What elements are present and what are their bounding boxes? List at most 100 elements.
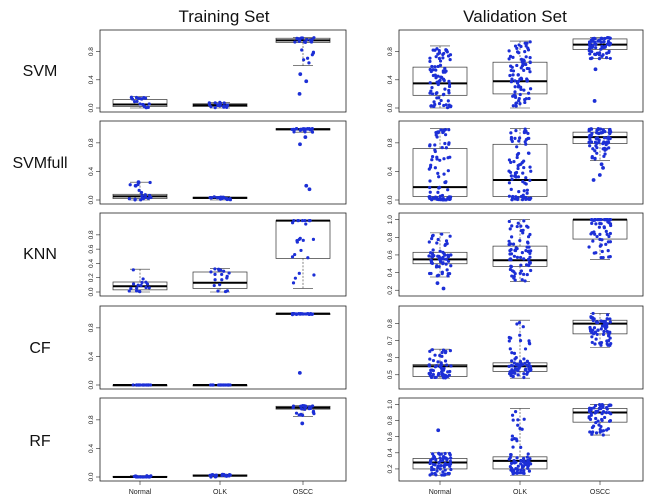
point-normal	[429, 259, 434, 263]
point-olk	[524, 263, 529, 267]
point-oscc	[308, 218, 312, 223]
point-olk	[526, 370, 530, 374]
point-olk	[515, 197, 520, 202]
point-olk	[525, 461, 529, 465]
y-tick-label: 0.4	[88, 167, 95, 176]
point-olk	[529, 169, 533, 173]
point-oscc	[310, 53, 314, 57]
point-normal	[449, 264, 453, 268]
point-normal	[440, 145, 444, 150]
point-normal	[448, 82, 452, 86]
point-normal	[429, 271, 433, 276]
y-tick-label: 0.7	[387, 336, 394, 345]
x-tick-label-olk-validation: OLK	[513, 489, 527, 496]
point-olk	[522, 165, 526, 170]
point-olk	[225, 289, 230, 293]
point-olk	[208, 196, 212, 200]
point-normal	[440, 232, 444, 236]
point-normal	[447, 142, 451, 146]
point-normal	[431, 48, 435, 52]
point-olk	[517, 99, 521, 103]
point-oscc	[294, 312, 298, 316]
point-olk	[508, 73, 512, 78]
point-oscc	[291, 404, 296, 408]
point-normal	[431, 104, 435, 108]
point-oscc	[311, 409, 316, 413]
point-normal	[430, 158, 434, 162]
point-olk	[526, 452, 530, 456]
point-olk	[508, 170, 513, 175]
point-normal	[437, 79, 441, 84]
point-normal	[441, 348, 446, 352]
point-normal	[433, 195, 438, 199]
point-olk	[213, 272, 217, 276]
point-normal	[442, 172, 446, 176]
point-oscc	[295, 240, 299, 244]
point-olk	[509, 264, 514, 269]
point-oscc	[609, 412, 613, 416]
point-normal	[444, 180, 448, 184]
y-tick-label: 0.8	[88, 415, 95, 424]
point-oscc	[590, 221, 594, 225]
point-normal	[447, 128, 451, 132]
outlier-point-oscc	[591, 178, 596, 182]
point-normal	[443, 133, 448, 137]
point-oscc	[601, 255, 605, 260]
point-normal	[428, 458, 433, 463]
point-oscc	[303, 218, 307, 223]
point-olk	[510, 224, 514, 228]
point-normal	[435, 469, 439, 473]
point-oscc	[601, 410, 606, 414]
point-normal	[129, 95, 134, 100]
point-olk	[517, 320, 522, 325]
point-olk	[216, 103, 220, 107]
point-olk	[513, 90, 517, 94]
outlier-point-oscc	[304, 183, 309, 188]
outlier-point-normal	[136, 180, 141, 185]
point-normal	[430, 236, 434, 241]
point-olk	[524, 55, 528, 59]
point-olk	[519, 224, 523, 228]
point-normal	[438, 63, 443, 67]
point-normal	[430, 154, 435, 159]
y-tick-label: 0.0	[88, 195, 95, 204]
point-olk	[511, 242, 516, 246]
point-olk	[510, 235, 514, 239]
y-tick-label: 0.4	[88, 352, 95, 361]
point-normal	[146, 105, 150, 109]
y-tick-label: 0.0	[88, 472, 95, 481]
point-oscc	[603, 320, 607, 324]
point-oscc	[608, 218, 613, 222]
point-olk	[519, 269, 524, 273]
point-normal	[444, 349, 448, 354]
point-olk	[225, 276, 229, 280]
point-olk	[528, 165, 532, 169]
point-normal	[446, 253, 450, 257]
point-olk	[525, 359, 530, 363]
point-olk	[528, 70, 532, 74]
point-normal	[438, 59, 443, 63]
y-tick-label: 0.4	[387, 167, 394, 176]
point-olk	[513, 272, 517, 276]
point-olk	[524, 44, 528, 48]
point-normal	[445, 242, 449, 246]
point-oscc	[594, 46, 598, 50]
point-olk	[507, 57, 511, 61]
point-oscc	[290, 221, 295, 225]
point-normal	[447, 103, 451, 107]
point-olk	[515, 46, 519, 50]
point-oscc	[593, 404, 598, 408]
point-olk	[522, 219, 526, 223]
point-oscc	[301, 403, 305, 408]
point-normal	[448, 58, 452, 62]
point-olk	[510, 351, 514, 355]
point-olk	[524, 197, 528, 201]
point-normal	[444, 48, 448, 53]
point-oscc	[591, 311, 595, 316]
panel-frame	[398, 397, 644, 482]
point-normal	[446, 188, 450, 192]
point-normal	[441, 473, 446, 477]
point-olk	[527, 469, 532, 473]
point-oscc	[306, 256, 310, 260]
point-olk	[528, 56, 532, 60]
